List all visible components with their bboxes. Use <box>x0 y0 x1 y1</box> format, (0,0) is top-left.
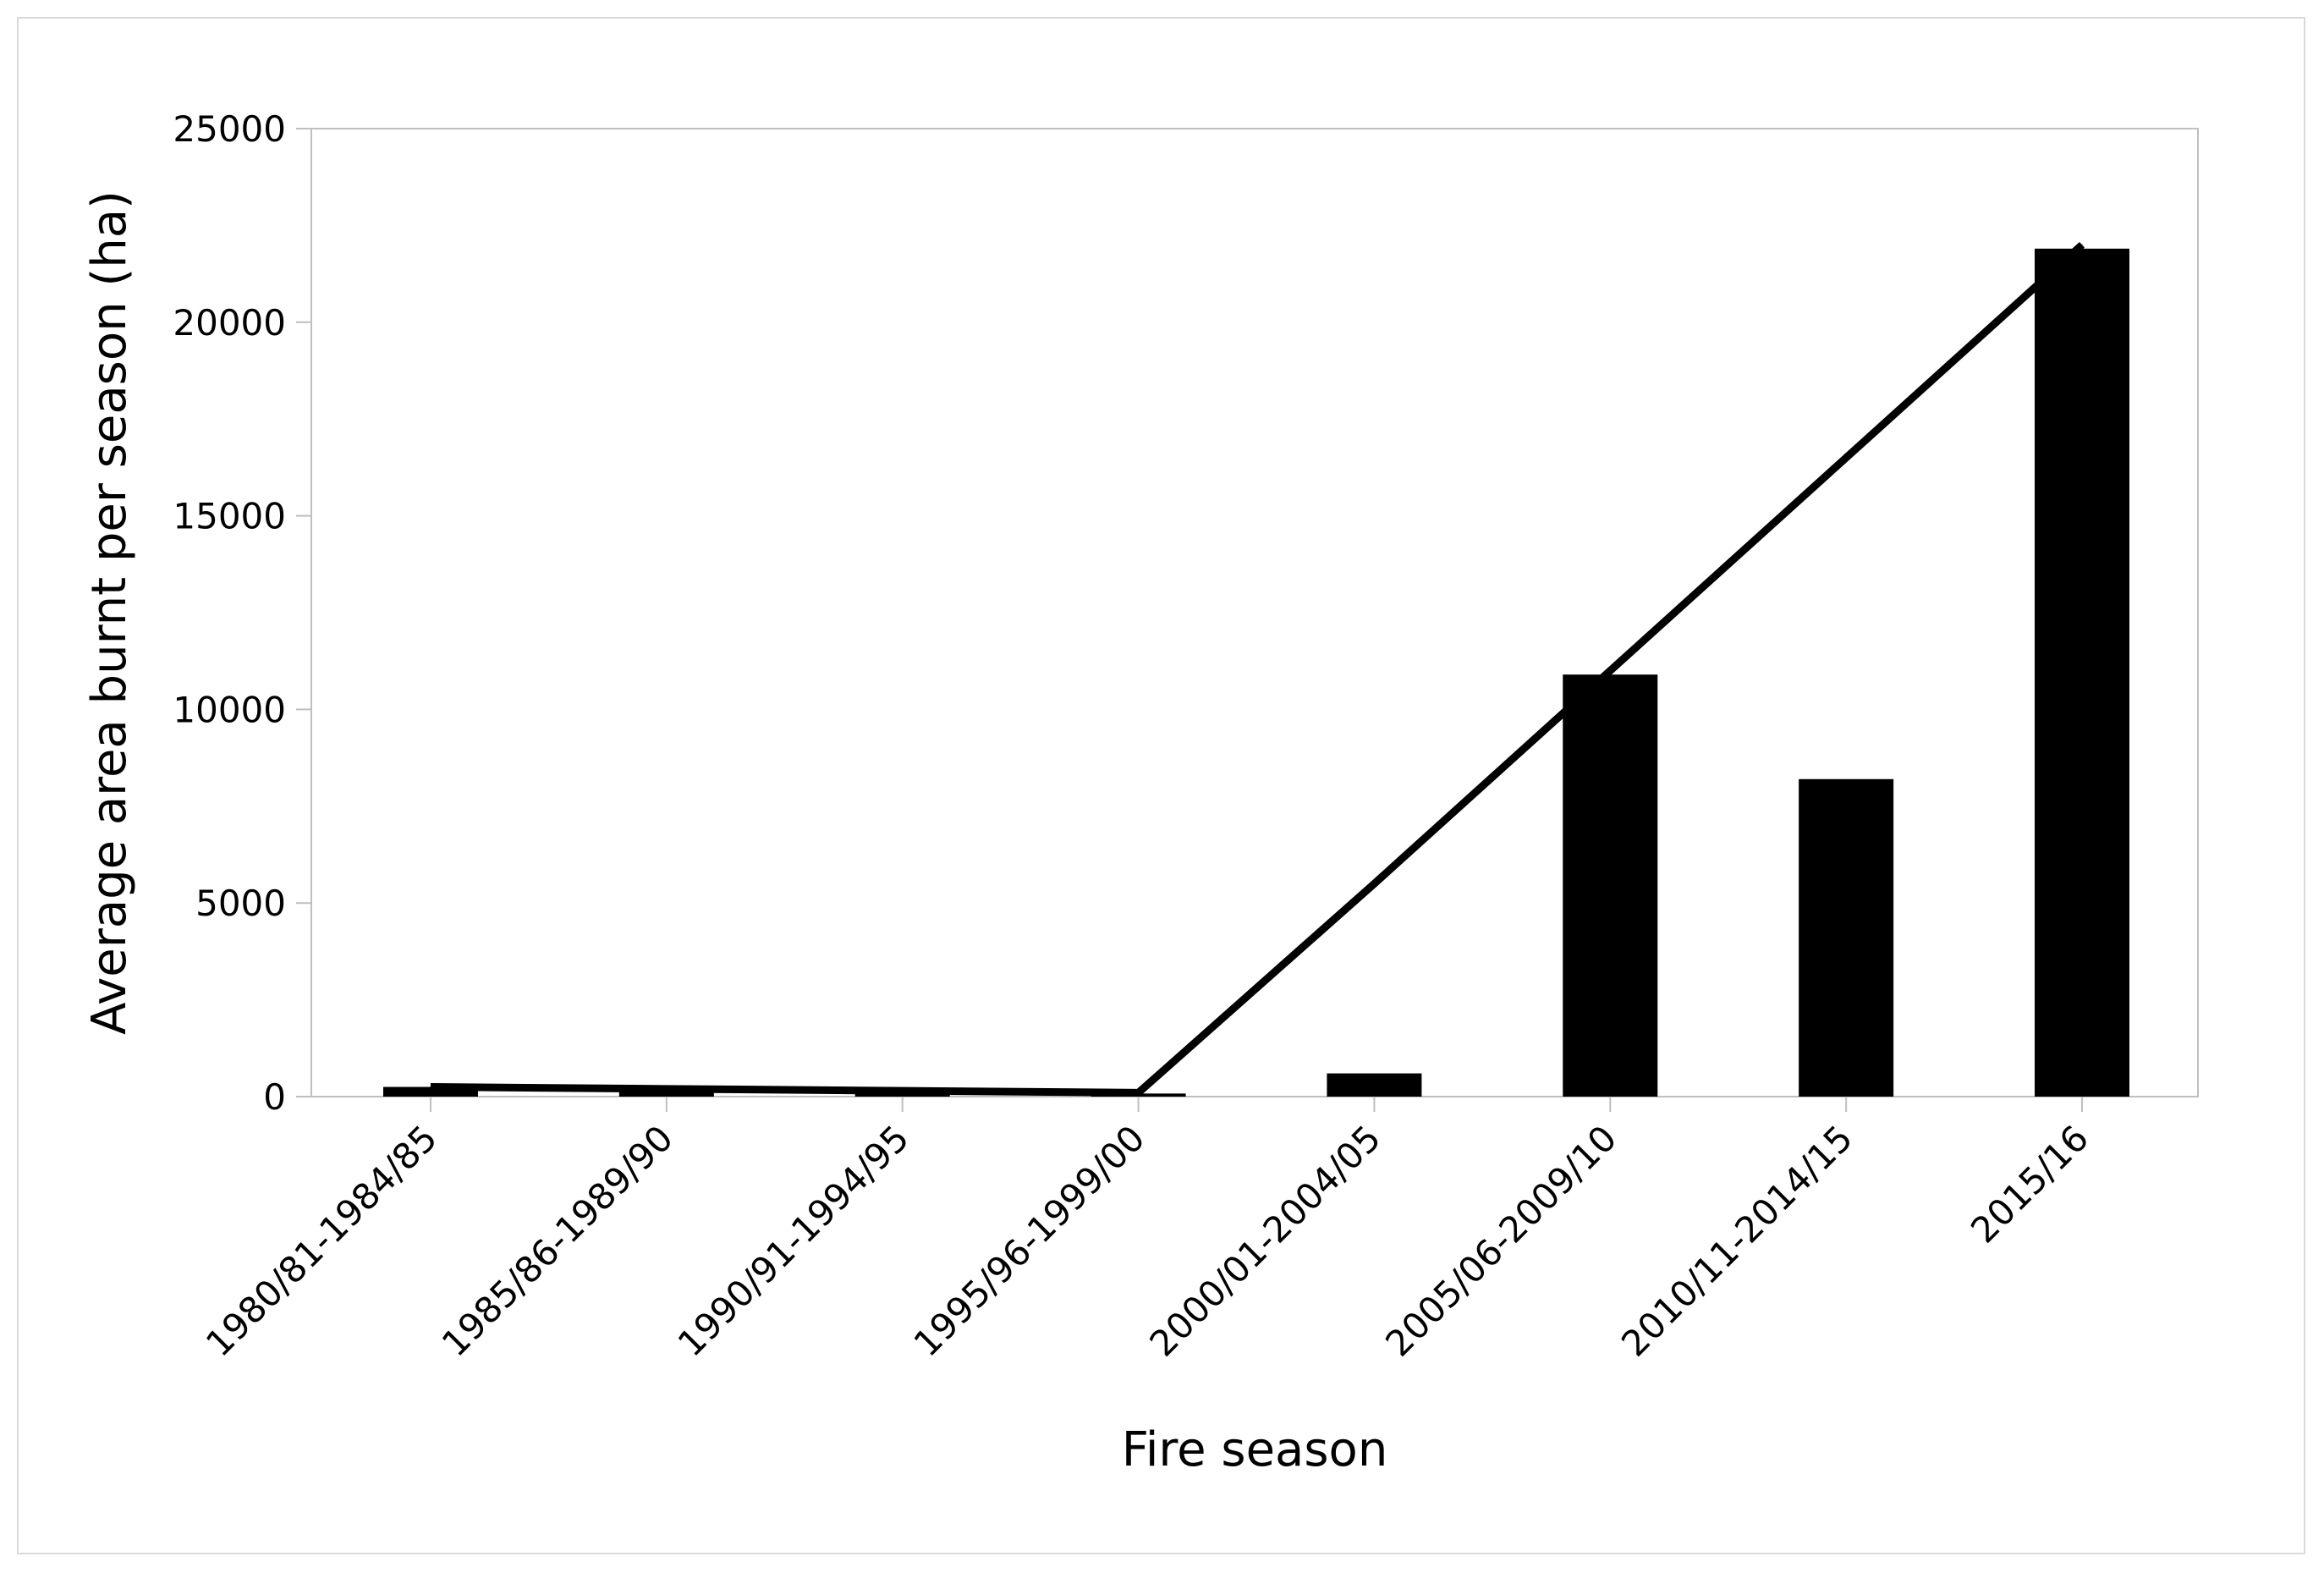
y-tick-label: 20000 <box>173 302 286 344</box>
y-axis-title: Average area burnt per season (ha) <box>82 190 137 1035</box>
x-tick-label: 2010/11-2014/15 <box>1613 1117 1860 1364</box>
x-tick-label: 2015/16 <box>1963 1117 2096 1251</box>
y-tick-label: 15000 <box>173 496 286 537</box>
trend-line-point-3 <box>902 1090 904 1092</box>
trend-line <box>430 241 2085 1097</box>
trend-line-point-5 <box>1373 883 1375 884</box>
bar-1 <box>383 1086 478 1097</box>
bar-6 <box>1563 674 1658 1097</box>
y-axis: 0 5000 10000 15000 20000 25000 <box>173 108 311 1118</box>
x-axis: 1980/81-1984/851985/86-1989/901990/91-19… <box>198 1097 2096 1365</box>
bar-5 <box>1327 1073 1422 1097</box>
y-tick-label: 25000 <box>173 108 286 150</box>
x-tick-label: 1995/96-1999/00 <box>906 1117 1153 1364</box>
figure-frame <box>17 17 2305 1554</box>
y-tick-label: 0 <box>263 1076 286 1118</box>
y-tick-label: 5000 <box>195 883 286 924</box>
bar-8 <box>2035 248 2129 1097</box>
x-tick-label: 2000/01-2004/05 <box>1141 1117 1388 1364</box>
x-tick-label: 1980/81-1984/85 <box>198 1117 445 1364</box>
trend-line-series <box>430 241 2085 1097</box>
trend-line-point-4 <box>1138 1092 1140 1093</box>
bar-7 <box>1799 778 1894 1097</box>
trend-line-point-2 <box>666 1088 668 1090</box>
trend-line-point-7 <box>1845 457 1847 459</box>
x-tick-label: 2005/06-2009/10 <box>1377 1117 1624 1364</box>
x-axis-title: Fire season <box>1122 1422 1388 1477</box>
y-tick-label: 10000 <box>173 689 286 730</box>
x-tick-label: 1990/91-1994/95 <box>670 1117 917 1364</box>
plot-area <box>310 128 2199 1097</box>
bar-series <box>383 248 2129 1097</box>
trend-line-point-6 <box>1609 670 1611 672</box>
x-tick-label: 1985/86-1989/90 <box>434 1117 681 1364</box>
